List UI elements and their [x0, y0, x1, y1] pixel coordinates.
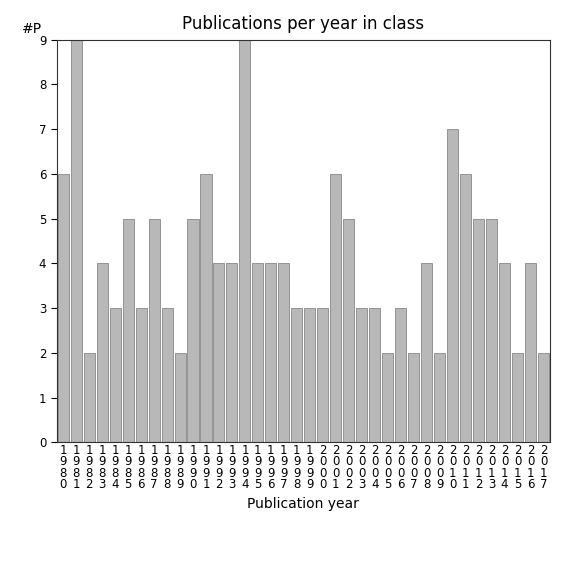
Bar	[382, 353, 393, 442]
Bar	[343, 219, 354, 442]
X-axis label: Publication year: Publication year	[247, 497, 359, 511]
Bar	[421, 263, 432, 442]
Bar	[447, 129, 458, 442]
Bar	[356, 308, 367, 442]
Bar	[395, 308, 406, 442]
Bar	[265, 263, 276, 442]
Bar	[460, 174, 471, 442]
Bar	[434, 353, 445, 442]
Bar	[239, 40, 251, 442]
Bar	[331, 174, 341, 442]
Bar	[109, 308, 121, 442]
Title: Publications per year in class: Publications per year in class	[182, 15, 425, 32]
Bar	[213, 263, 225, 442]
Text: #P: #P	[22, 22, 43, 36]
Bar	[291, 308, 302, 442]
Bar	[201, 174, 211, 442]
Bar	[162, 308, 172, 442]
Bar	[96, 263, 108, 442]
Bar	[486, 219, 497, 442]
Bar	[473, 219, 484, 442]
Bar	[175, 353, 185, 442]
Bar	[408, 353, 419, 442]
Bar	[304, 308, 315, 442]
Bar	[136, 308, 147, 442]
Bar	[226, 263, 238, 442]
Bar	[149, 219, 159, 442]
Bar	[71, 40, 82, 442]
Bar	[188, 219, 198, 442]
Bar	[318, 308, 328, 442]
Bar	[252, 263, 264, 442]
Bar	[512, 353, 523, 442]
Bar	[538, 353, 549, 442]
Bar	[278, 263, 289, 442]
Bar	[122, 219, 134, 442]
Bar	[58, 174, 69, 442]
Bar	[499, 263, 510, 442]
Bar	[525, 263, 536, 442]
Bar	[369, 308, 380, 442]
Bar	[84, 353, 95, 442]
